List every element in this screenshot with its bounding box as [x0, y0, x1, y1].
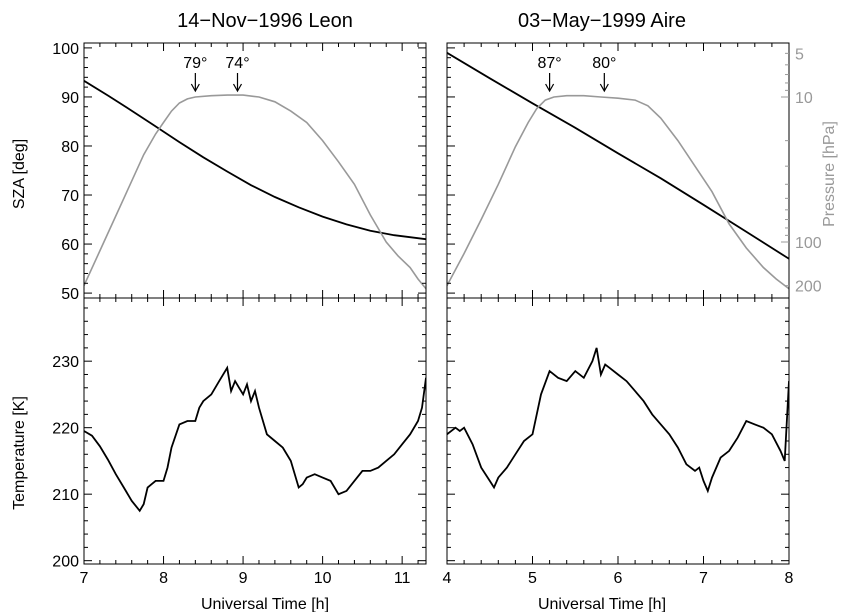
y-tick-label: 60 — [61, 237, 79, 254]
plot-layer: 50 60 70 80 90 100 79° 74° 5 10 100 200 87° 80° 7 8 9 10 1… — [52, 41, 822, 587]
chart-title-left: 14−Nov−1996 Leon — [177, 10, 353, 32]
x-tick-label: 11 — [394, 570, 411, 587]
y-tick-label: 210 — [52, 487, 79, 504]
sza-annotation-label: 74° — [225, 55, 249, 72]
x-tick-label: 10 — [314, 570, 332, 587]
pressure-tick-label: 200 — [795, 279, 822, 296]
sza-annotation-label: 87° — [537, 55, 561, 72]
sza-line-top-right — [447, 52, 789, 260]
pressure-tick-label: 10 — [795, 90, 813, 107]
chart-title-right: 03−May−1999 Aire — [518, 10, 686, 32]
panel-bottom-left: 7 8 9 10 11 200 210 220 230 — [52, 297, 427, 587]
panel-top-left: 50 60 70 80 90 100 79° 74° — [52, 41, 427, 303]
x-tick-label: 7 — [699, 570, 708, 587]
temperature-line-bottom-right — [447, 347, 789, 494]
panel-frame — [83, 297, 427, 565]
y-tick-label: 200 — [52, 554, 79, 571]
y-axis-label-temperature: Temperature [K] — [11, 396, 28, 510]
sza-line-top-left — [84, 80, 426, 241]
y-tick-label: 80 — [61, 139, 79, 156]
x-tick-label: 6 — [614, 570, 623, 587]
sza-annotation-label: 79° — [183, 55, 207, 72]
x-tick-label: 9 — [239, 570, 248, 587]
y-axis-label-pressure: Pressure [hPa] — [821, 121, 838, 227]
x-tick-label: 8 — [159, 570, 168, 587]
y-tick-label: 90 — [61, 90, 79, 107]
x-tick-label: 8 — [785, 570, 794, 587]
pressure-tick-label: 100 — [795, 235, 822, 252]
pressure-line-top-left — [84, 94, 426, 290]
panel-top-right: 5 10 100 200 87° 80° — [446, 42, 822, 299]
x-tick-label: 4 — [443, 570, 452, 587]
annotation-arrow-head — [232, 83, 243, 93]
panel-frame — [446, 42, 790, 299]
x-axis-label-left: Universal Time [h] — [201, 596, 329, 612]
y-tick-label: 100 — [52, 41, 79, 58]
x-tick-label: 5 — [528, 570, 537, 587]
x-tick-label: 7 — [80, 570, 89, 587]
x-axis-label-right: Universal Time [h] — [538, 596, 666, 612]
panel-frame — [83, 42, 427, 299]
sza-annotation-label: 80° — [592, 55, 616, 72]
y-axis-label-sza: SZA [deg] — [11, 139, 28, 209]
annotation-arrow-head — [190, 83, 200, 93]
pressure-tick-label: 5 — [795, 46, 804, 63]
panel-bottom-right: 4 5 6 7 8 — [443, 297, 794, 587]
panel-frame — [446, 297, 790, 565]
y-tick-label: 220 — [52, 421, 79, 438]
temperature-line-bottom-left — [84, 365, 426, 513]
annotation-arrow-head — [599, 83, 609, 93]
annotation-arrow-head — [545, 83, 555, 93]
pressure-line-top-right — [447, 94, 789, 290]
y-tick-label: 70 — [61, 188, 79, 205]
y-tick-label: 230 — [52, 354, 79, 371]
y-tick-label: 50 — [61, 286, 79, 303]
